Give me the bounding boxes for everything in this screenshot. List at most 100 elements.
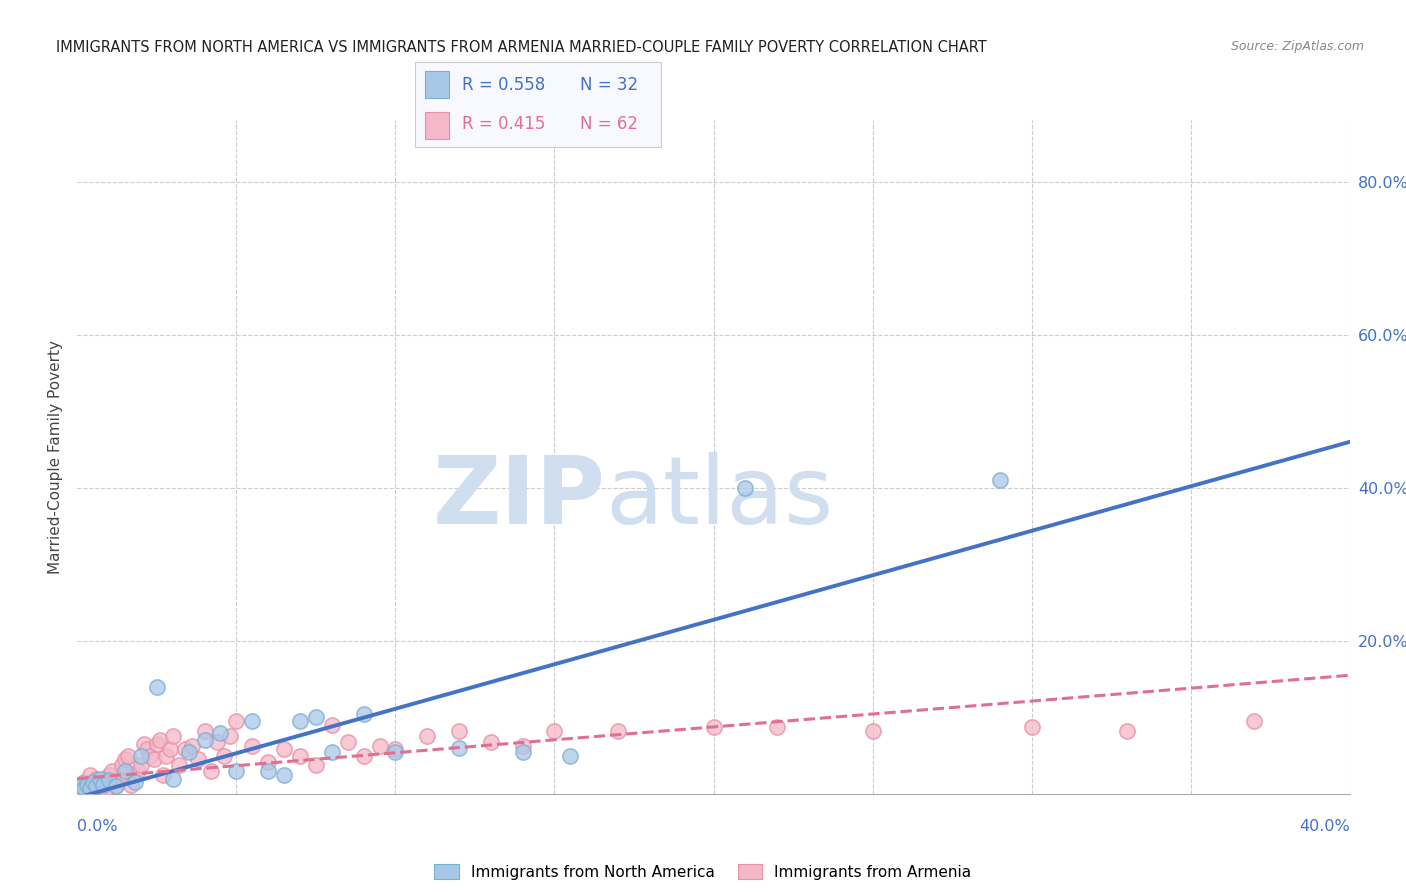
Point xyxy=(703,719,725,733)
Point xyxy=(384,742,406,756)
Point xyxy=(91,778,114,792)
Point xyxy=(305,757,328,772)
Point xyxy=(257,755,280,769)
Point xyxy=(449,741,471,756)
Point xyxy=(129,757,152,772)
Point xyxy=(862,724,884,739)
Point xyxy=(142,752,165,766)
Point xyxy=(512,739,534,754)
Point xyxy=(336,735,359,749)
Point xyxy=(159,742,181,756)
Point xyxy=(155,748,177,763)
Point xyxy=(117,748,139,763)
Point xyxy=(368,739,391,754)
Point xyxy=(104,779,127,793)
Point xyxy=(180,739,202,754)
Point xyxy=(734,481,756,495)
Point xyxy=(207,735,229,749)
FancyBboxPatch shape xyxy=(425,71,450,98)
Point xyxy=(162,772,184,786)
Point xyxy=(288,748,311,763)
Point xyxy=(305,710,328,724)
Point xyxy=(177,745,200,759)
Point xyxy=(82,782,104,797)
Point xyxy=(449,724,471,739)
Point xyxy=(988,473,1011,487)
Point xyxy=(86,779,108,793)
Point xyxy=(479,735,502,749)
Point xyxy=(76,780,98,795)
Point xyxy=(86,772,108,786)
Point xyxy=(1021,719,1043,733)
Point xyxy=(149,733,172,747)
Point xyxy=(120,778,142,792)
Point xyxy=(69,779,91,793)
Point xyxy=(114,752,136,766)
Point xyxy=(225,714,247,728)
Text: ZIP: ZIP xyxy=(433,451,606,543)
Point xyxy=(187,752,209,766)
Point xyxy=(240,714,263,728)
Point xyxy=(257,764,280,778)
Point xyxy=(124,768,146,782)
Text: R = 0.558: R = 0.558 xyxy=(461,77,544,95)
Point xyxy=(200,764,222,778)
Point xyxy=(240,739,263,754)
Point xyxy=(512,745,534,759)
Point xyxy=(273,768,295,782)
Point xyxy=(384,745,406,759)
Point xyxy=(69,783,91,797)
Point xyxy=(219,730,242,744)
Point xyxy=(321,745,343,759)
Point xyxy=(194,733,217,747)
Text: 0.0%: 0.0% xyxy=(77,819,118,834)
Point xyxy=(73,775,96,789)
Point xyxy=(89,772,111,786)
Point xyxy=(82,775,104,789)
Point xyxy=(607,724,630,739)
Point xyxy=(212,748,235,763)
Point xyxy=(139,748,162,763)
Text: N = 62: N = 62 xyxy=(579,115,638,133)
Point xyxy=(124,775,146,789)
Y-axis label: Married-Couple Family Poverty: Married-Couple Family Poverty xyxy=(48,340,63,574)
Point xyxy=(146,680,169,694)
Point xyxy=(167,757,190,772)
Point xyxy=(766,719,789,733)
Point xyxy=(560,748,582,763)
Point xyxy=(107,773,129,788)
Point xyxy=(104,778,127,792)
Point xyxy=(353,706,375,721)
Point xyxy=(146,737,169,751)
Point xyxy=(76,778,98,792)
Point xyxy=(273,742,295,756)
Point xyxy=(194,724,217,739)
Point xyxy=(1116,724,1139,739)
Point xyxy=(162,730,184,744)
Point xyxy=(79,768,101,782)
Point xyxy=(136,742,159,756)
Point xyxy=(288,714,311,728)
Point xyxy=(1243,714,1265,728)
Text: R = 0.415: R = 0.415 xyxy=(461,115,546,133)
Text: 40.0%: 40.0% xyxy=(1299,819,1350,834)
Point xyxy=(134,737,156,751)
Point xyxy=(114,764,136,778)
Point xyxy=(416,730,439,744)
Point xyxy=(89,782,111,797)
Text: Source: ZipAtlas.com: Source: ZipAtlas.com xyxy=(1230,40,1364,54)
Point xyxy=(79,780,101,795)
Legend: Immigrants from North America, Immigrants from Armenia: Immigrants from North America, Immigrant… xyxy=(434,864,972,880)
Point xyxy=(101,764,124,778)
Text: atlas: atlas xyxy=(606,451,834,543)
Point xyxy=(94,782,117,797)
Point xyxy=(91,778,114,792)
Point xyxy=(321,718,343,732)
Point xyxy=(73,780,96,795)
Point xyxy=(353,748,375,763)
Text: N = 32: N = 32 xyxy=(579,77,638,95)
Point xyxy=(174,742,197,756)
Point xyxy=(98,768,121,782)
Point xyxy=(129,748,152,763)
Point xyxy=(209,725,232,739)
